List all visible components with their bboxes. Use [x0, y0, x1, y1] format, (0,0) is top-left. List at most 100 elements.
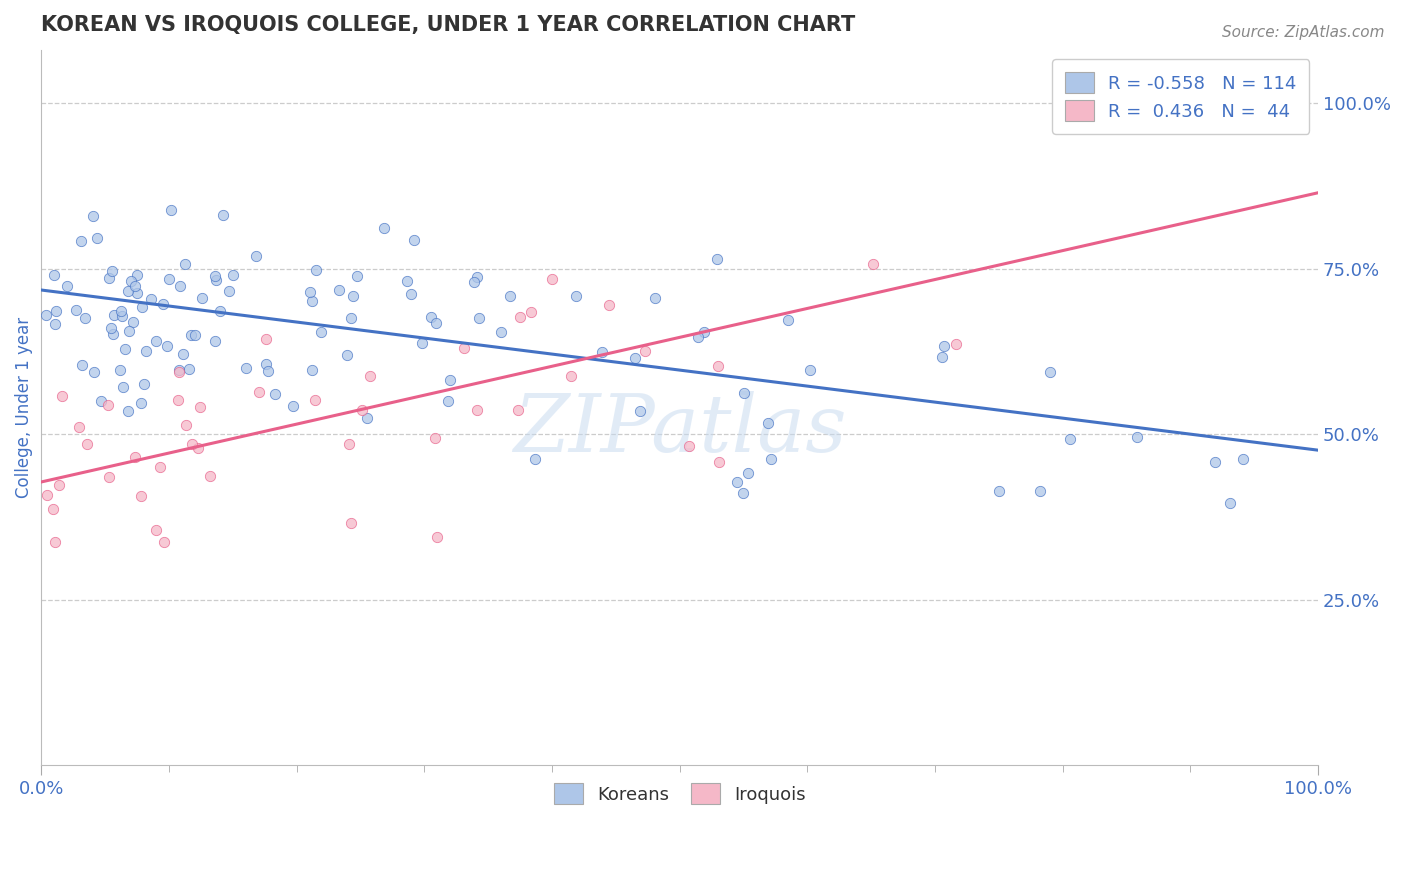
Point — [97, 270, 120, 285]
Point — [114, 342, 136, 356]
Point — [707, 455, 730, 469]
Point — [208, 304, 231, 318]
Point — [524, 452, 547, 467]
Point — [304, 393, 326, 408]
Point — [90, 393, 112, 408]
Point — [110, 304, 132, 318]
Point — [737, 467, 759, 481]
Point — [862, 257, 884, 271]
Point — [174, 257, 197, 271]
Point — [731, 486, 754, 500]
Point — [264, 387, 287, 401]
Point — [373, 221, 395, 235]
Point — [520, 305, 543, 319]
Point — [541, 271, 564, 285]
Point — [301, 363, 323, 377]
Point — [167, 363, 190, 377]
Point — [177, 362, 200, 376]
Point — [328, 283, 350, 297]
Point — [44, 317, 66, 331]
Point — [135, 343, 157, 358]
Point — [945, 337, 967, 351]
Point — [1029, 483, 1052, 498]
Point — [172, 347, 194, 361]
Point — [439, 373, 461, 387]
Point — [725, 475, 748, 489]
Legend: Koreans, Iroquois: Koreans, Iroquois — [541, 771, 818, 817]
Point — [1219, 496, 1241, 510]
Point — [463, 275, 485, 289]
Point — [436, 394, 458, 409]
Point — [402, 233, 425, 247]
Point — [187, 441, 209, 455]
Point — [118, 324, 141, 338]
Point — [198, 469, 221, 483]
Point — [706, 252, 728, 266]
Point — [134, 377, 156, 392]
Point — [129, 490, 152, 504]
Point — [499, 289, 522, 303]
Point — [281, 399, 304, 413]
Point — [688, 329, 710, 343]
Point — [342, 289, 364, 303]
Point — [65, 302, 87, 317]
Point — [100, 321, 122, 335]
Point — [101, 326, 124, 341]
Point — [256, 364, 278, 378]
Point — [51, 389, 73, 403]
Point — [145, 523, 167, 537]
Point — [425, 316, 447, 330]
Point — [396, 274, 419, 288]
Point — [70, 358, 93, 372]
Point — [254, 357, 277, 371]
Point — [110, 363, 132, 377]
Point — [222, 268, 245, 282]
Point — [167, 366, 190, 380]
Point — [56, 278, 79, 293]
Point — [678, 439, 700, 453]
Point — [305, 263, 328, 277]
Point — [465, 403, 488, 417]
Point — [145, 334, 167, 348]
Point — [1126, 430, 1149, 444]
Point — [634, 343, 657, 358]
Point — [628, 403, 651, 417]
Point — [346, 268, 368, 283]
Point — [139, 292, 162, 306]
Point — [86, 230, 108, 244]
Point — [560, 369, 582, 384]
Text: ZIPatlas: ZIPatlas — [513, 391, 846, 468]
Point — [426, 530, 449, 544]
Point — [218, 285, 240, 299]
Point — [48, 478, 70, 492]
Point — [184, 328, 207, 343]
Point — [489, 326, 512, 340]
Point — [776, 312, 799, 326]
Point — [298, 285, 321, 299]
Point — [707, 359, 730, 373]
Point — [337, 437, 360, 451]
Point — [156, 339, 179, 353]
Point — [83, 365, 105, 379]
Point — [799, 362, 821, 376]
Point — [624, 351, 647, 365]
Point — [75, 310, 97, 325]
Text: KOREAN VS IROQUOIS COLLEGE, UNDER 1 YEAR CORRELATION CHART: KOREAN VS IROQUOIS COLLEGE, UNDER 1 YEAR… — [41, 15, 856, 35]
Point — [932, 339, 955, 353]
Point — [419, 310, 441, 325]
Point — [169, 279, 191, 293]
Point — [468, 311, 491, 326]
Point — [42, 268, 65, 282]
Point — [591, 345, 613, 359]
Point — [204, 334, 226, 348]
Point — [101, 264, 124, 278]
Point — [204, 273, 226, 287]
Point — [44, 534, 66, 549]
Point — [644, 292, 666, 306]
Point — [254, 332, 277, 346]
Point — [1059, 433, 1081, 447]
Point — [1232, 451, 1254, 466]
Point — [188, 400, 211, 414]
Point — [103, 309, 125, 323]
Point — [152, 297, 174, 311]
